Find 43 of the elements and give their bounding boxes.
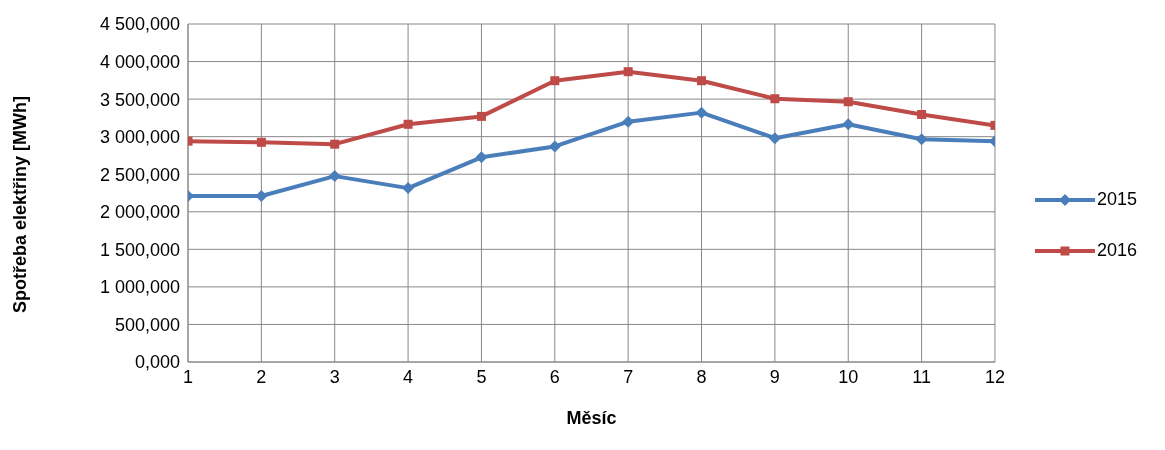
point — [328, 170, 341, 183]
point — [768, 132, 781, 145]
y-tick-label: 1 000,000 — [99, 277, 180, 298]
x-tick-label: 8 — [696, 366, 707, 387]
legend-label: 2016 — [1095, 240, 1137, 261]
point — [475, 151, 488, 164]
y-tick-label: 2 500,000 — [99, 164, 180, 185]
y-tick-label: 2 000,000 — [99, 202, 180, 223]
point — [476, 111, 486, 121]
x-tick-label: 4 — [403, 366, 414, 387]
point — [550, 76, 560, 86]
y-tick-label: 1 500,000 — [99, 239, 180, 260]
point — [403, 119, 413, 129]
y-axis-title: Spotřeba elektřiny [MWh] — [10, 95, 31, 313]
point — [256, 137, 266, 147]
x-tick-label: 7 — [623, 366, 634, 387]
x-tick-label: 2 — [256, 366, 267, 387]
point — [697, 76, 707, 86]
point — [548, 140, 561, 153]
legend-label: 2015 — [1095, 189, 1137, 210]
point — [770, 94, 780, 104]
point — [623, 67, 633, 77]
y-tick-label: 3 500,000 — [99, 89, 180, 110]
point — [330, 139, 340, 149]
x-tick-label: 11 — [912, 366, 931, 387]
x-tick-label: 6 — [549, 366, 560, 387]
point — [695, 106, 708, 119]
point — [843, 97, 853, 107]
x-tick-label: 9 — [769, 366, 780, 387]
point — [842, 118, 855, 131]
x-tick-label: 5 — [476, 366, 487, 387]
x-tick-label: 3 — [329, 366, 340, 387]
x-tick-label: 10 — [838, 366, 859, 387]
y-tick-label: 4 500,000 — [99, 14, 180, 35]
x-tick-label: 1 — [182, 366, 194, 387]
y-tick-label: 3 000,000 — [99, 127, 180, 148]
point — [917, 110, 927, 120]
y-tick-label: 500,000 — [114, 314, 180, 335]
y-tick-label: 4 000,000 — [99, 51, 180, 72]
point — [402, 182, 415, 195]
y-tick-label: 0,000 — [134, 352, 180, 373]
x-axis-title: Měsíc — [566, 408, 617, 428]
x-tick-label: 12 — [984, 366, 1005, 387]
